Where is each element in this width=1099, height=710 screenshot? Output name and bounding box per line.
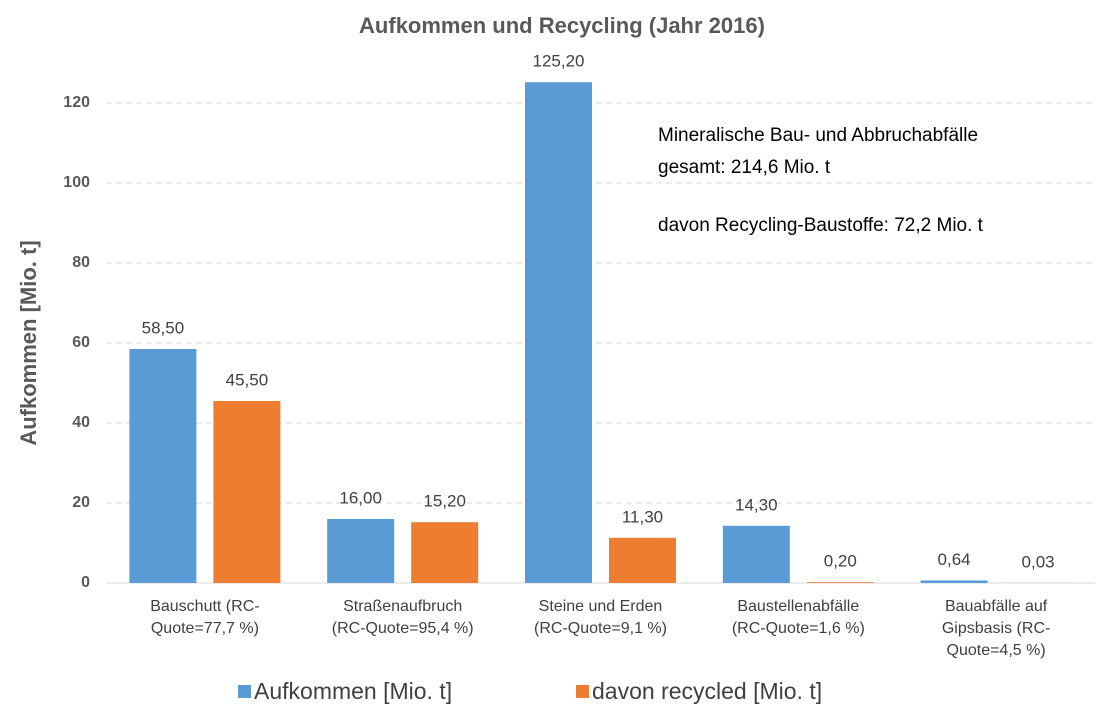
x-tick-label: Bauabfälle auf — [945, 598, 1048, 615]
value-label: 0,20 — [824, 552, 857, 571]
bar — [920, 580, 988, 583]
value-label: 0,03 — [1022, 552, 1055, 571]
bar — [327, 519, 395, 583]
bar — [722, 525, 790, 583]
legend-swatch — [238, 685, 251, 698]
annotation: gesamt: 214,6 Mio. t — [658, 157, 831, 178]
x-tick-label: Quote=77,7 %) — [151, 620, 259, 637]
legend-label: Aufkommen [Mio. t] — [254, 678, 452, 704]
x-tick-label: (RC-Quote=9,1 %) — [534, 620, 667, 637]
x-tick-label: Straßenaufbruch — [343, 598, 462, 615]
y-tick-label: 0 — [81, 574, 90, 591]
value-label: 11,30 — [622, 507, 663, 526]
x-tick-label: Quote=4,5 %) — [947, 642, 1046, 659]
x-tick-label: Bauschutt (RC- — [150, 598, 259, 615]
legend-swatch — [576, 685, 589, 698]
value-label: 14,30 — [735, 495, 778, 514]
y-tick-label: 120 — [63, 94, 90, 111]
y-tick-label: 60 — [72, 334, 90, 351]
bar — [129, 349, 197, 583]
legend-label: davon recycled [Mio. t] — [592, 678, 822, 704]
x-tick-label: Baustellenabfälle — [737, 598, 859, 615]
bar — [806, 582, 874, 583]
value-label: 15,20 — [423, 492, 466, 511]
value-label: 58,50 — [142, 318, 185, 337]
bar — [411, 522, 479, 583]
bar — [525, 82, 592, 583]
value-label: 125,20 — [533, 52, 585, 71]
annotation: Mineralische Bau- und Abbruchabfälle — [658, 125, 978, 146]
bar — [213, 401, 281, 583]
annotation: davon Recycling-Baustoffe: 72,2 Mio. t — [658, 215, 984, 236]
y-tick-label: 40 — [72, 414, 90, 431]
value-label: 45,50 — [226, 370, 269, 389]
x-tick-label: (RC-Quote=1,6 %) — [732, 620, 865, 637]
bar — [609, 537, 676, 583]
y-tick-label: 80 — [72, 254, 90, 271]
y-axis-title: Aufkommen [Mio. t] — [16, 240, 41, 445]
y-tick-label: 100 — [63, 174, 90, 191]
chart-title: Aufkommen und Recycling (Jahr 2016) — [359, 13, 765, 38]
x-tick-label: Gipsbasis (RC- — [942, 620, 1050, 637]
value-label: 0,64 — [938, 550, 971, 569]
x-tick-label: (RC-Quote=95,4 %) — [332, 620, 474, 637]
y-tick-label: 20 — [72, 494, 90, 511]
value-label: 16,00 — [339, 488, 382, 507]
x-tick-label: Steine und Erden — [539, 598, 663, 615]
